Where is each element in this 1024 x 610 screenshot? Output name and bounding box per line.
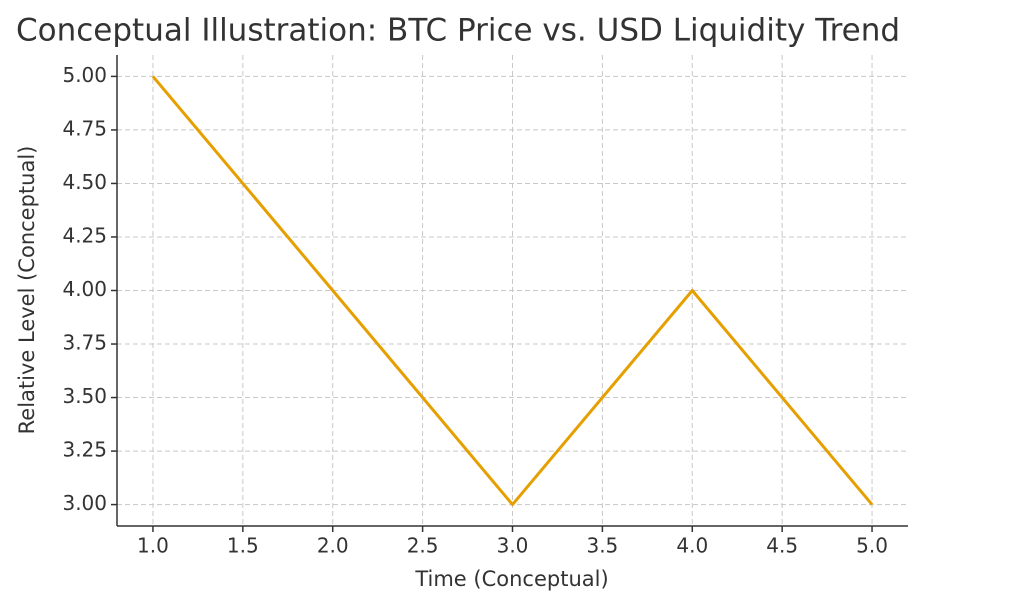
- line-series: [151, 75, 874, 507]
- y-tick-label: 3.25: [62, 438, 107, 462]
- y-tick-label: 3.50: [62, 384, 107, 408]
- y-tick-label: 3.00: [62, 491, 107, 515]
- x-tick-label: 4.5: [766, 534, 798, 558]
- y-tick-label: 5.00: [62, 63, 107, 87]
- x-axis-label: Time (Conceptual): [414, 567, 608, 591]
- x-tick-label: 1.5: [227, 534, 259, 558]
- y-tick-label: 3.75: [62, 331, 107, 355]
- y-tick-label: 4.25: [62, 223, 107, 247]
- y-axis-label: Relative Level (Conceptual): [15, 146, 39, 435]
- x-tick-label: 4.0: [676, 534, 708, 558]
- x-tick-label: 3.0: [497, 534, 529, 558]
- x-tick-label: 1.0: [137, 534, 169, 558]
- y-tick-label: 4.00: [62, 277, 107, 301]
- y-tick-label: 4.75: [62, 116, 107, 140]
- x-tick-label: 3.5: [586, 534, 618, 558]
- chart-title: Conceptual Illustration: BTC Price vs. U…: [16, 13, 900, 49]
- y-tick-label: 4.50: [62, 170, 107, 194]
- x-tick-label: 2.0: [317, 534, 349, 558]
- x-tick-label: 5.0: [856, 534, 888, 558]
- x-tick-label: 2.5: [407, 534, 439, 558]
